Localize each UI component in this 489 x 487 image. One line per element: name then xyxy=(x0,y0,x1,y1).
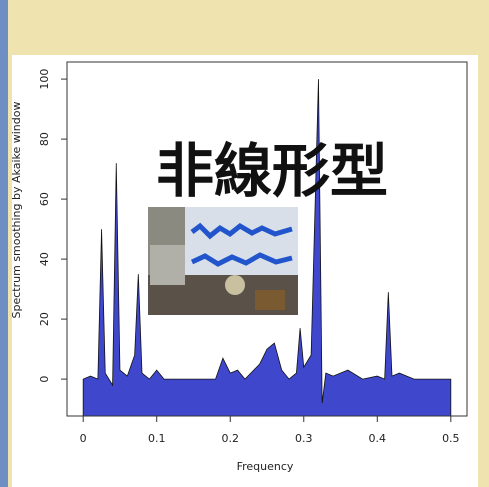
annotation: 非線形型 xyxy=(156,137,388,205)
side-strip xyxy=(0,0,8,487)
screen: 非線形型 Frequency Spectrum smoothing by Aka… xyxy=(0,0,489,487)
x-tick-label: 0.5 xyxy=(442,432,460,445)
y-tick-label: 40 xyxy=(38,252,51,266)
photo xyxy=(148,207,298,315)
x-tick-label: 0 xyxy=(80,432,87,445)
y-axis-label: Spectrum smoothing by Akaike window xyxy=(10,102,23,319)
x-tick-label: 0.2 xyxy=(221,432,239,445)
x-tick-label: 0.3 xyxy=(295,432,313,445)
y-tick-label: 0 xyxy=(38,376,51,383)
y-tick-label: 20 xyxy=(38,312,51,326)
x-tick-label: 0.4 xyxy=(369,432,387,445)
y-tick-label: 100 xyxy=(38,69,51,90)
y-tick-label: 80 xyxy=(38,132,51,146)
chart: 非線形型 Frequency Spectrum smoothing by Aka… xyxy=(0,0,489,487)
x-axis-label: Frequency xyxy=(237,460,294,473)
x-tick-label: 0.1 xyxy=(148,432,166,445)
y-tick-label: 60 xyxy=(38,192,51,206)
